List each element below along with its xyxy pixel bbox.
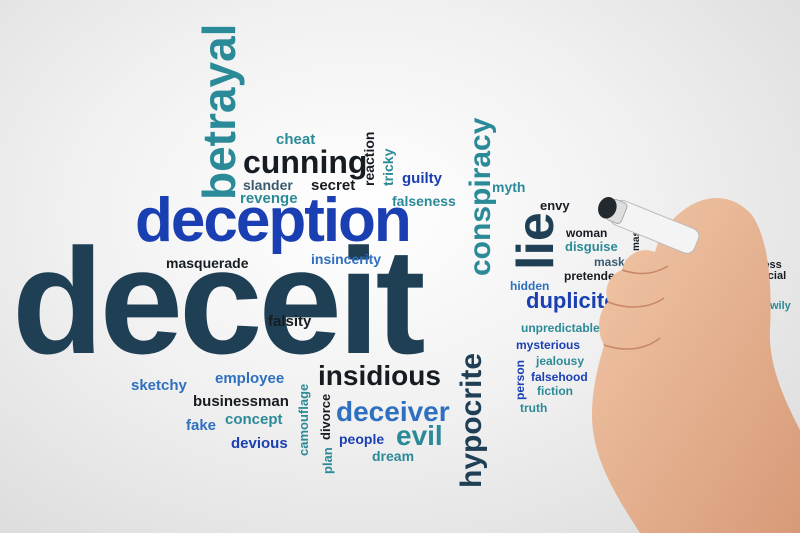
word-pretender: pretender (564, 269, 620, 283)
marker-icon (598, 197, 700, 254)
word-disguise: disguise (565, 239, 618, 254)
word-slander: slander (243, 177, 293, 193)
word-truth: truth (520, 401, 548, 415)
word-falsity: falsity (268, 313, 312, 330)
word-wily: wily (770, 300, 791, 312)
word-masquerade: masquerade (166, 255, 249, 271)
word-falseness: falseness (392, 193, 456, 209)
word-cunning: cunning (243, 144, 368, 180)
word-insidious: insidious (318, 360, 441, 391)
word-fiction: fiction (537, 384, 573, 398)
word-jealousy: jealousy (536, 354, 585, 368)
word-dream: dream (372, 448, 415, 464)
word-unpredictable: unpredictable (521, 321, 600, 335)
word-secret: secret (311, 177, 356, 194)
word-revenge: revenge (240, 190, 298, 207)
word-deception: deception (135, 186, 412, 255)
word-envy: envy (540, 198, 570, 213)
word-sketchy: sketchy (131, 377, 187, 394)
word-people: people (339, 431, 385, 447)
word-facial: facial (758, 270, 787, 282)
word-deceiver: deceiver (336, 396, 450, 427)
word-concept: concept (225, 411, 283, 428)
word-fake: fake (186, 417, 217, 434)
word-cheat: cheat (276, 131, 316, 148)
word-businessman: businessman (193, 393, 289, 410)
word-falsehood: falsehood (531, 370, 588, 384)
word-guilty: guilty (402, 170, 442, 187)
word-deceit: deceit (12, 217, 426, 385)
word-employee: employee (215, 370, 285, 387)
word-myth: myth (492, 179, 526, 195)
hand-shape (592, 197, 800, 533)
word-evil: evil (396, 420, 443, 451)
word-insincerity: insincerity (311, 251, 382, 267)
word-hidden: hidden (510, 279, 550, 293)
word-mysterious: mysterious (516, 338, 581, 352)
word-devious: devious (231, 435, 288, 452)
word-woman: woman (566, 226, 608, 240)
